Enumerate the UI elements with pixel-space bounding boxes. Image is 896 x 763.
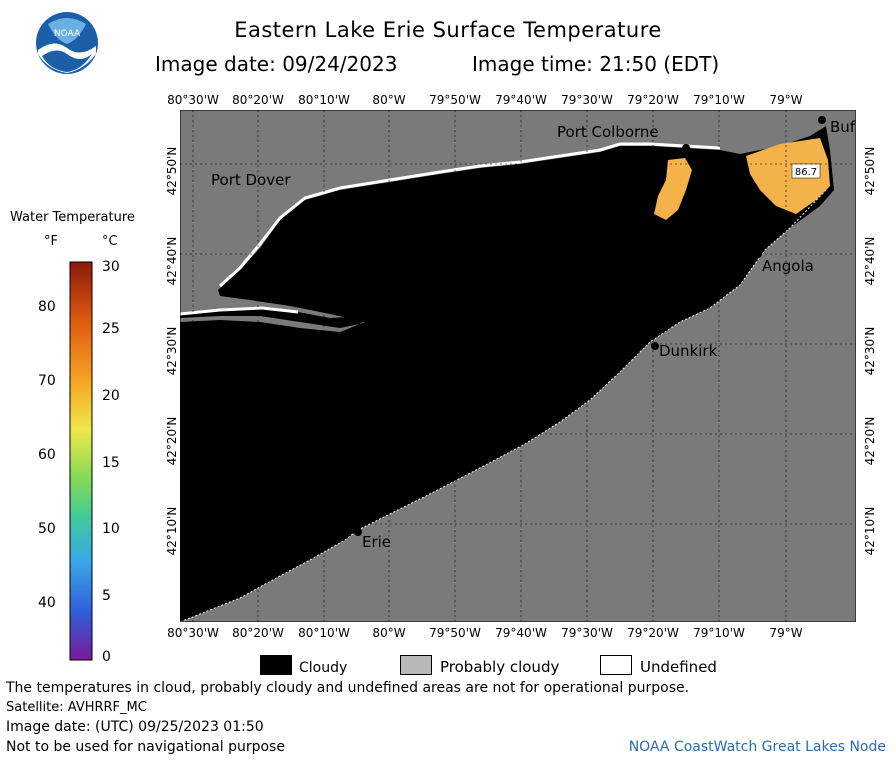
lat-label: 42°10'N bbox=[863, 506, 877, 556]
lat-label: 42°20'N bbox=[863, 416, 877, 466]
image-date: Image date: 09/24/2023 bbox=[155, 52, 398, 76]
colorbar-c-tick: 25 bbox=[102, 321, 120, 337]
warm-water-east bbox=[746, 138, 830, 214]
city-label: Buf bbox=[830, 118, 856, 136]
city-dot-angola bbox=[754, 250, 762, 258]
city-label: Port Dover bbox=[211, 171, 291, 189]
map-title: Eastern Lake Erie Surface Temperature bbox=[234, 18, 662, 42]
undefined-spit bbox=[180, 306, 299, 316]
legend-label: Cloudy bbox=[299, 660, 348, 676]
lon-label: 79°50'W bbox=[429, 93, 481, 107]
colorbar-f-tick: 50 bbox=[38, 521, 56, 537]
lon-label: 79°10'W bbox=[693, 626, 745, 640]
colorbar-c-tick: 15 bbox=[102, 455, 120, 471]
lon-label: 80°20'W bbox=[232, 93, 284, 107]
lon-label: 80°30'W bbox=[167, 626, 219, 640]
graticule bbox=[180, 110, 856, 622]
lon-label: 79°W bbox=[769, 626, 803, 640]
colorbar-f-tick: 40 bbox=[38, 595, 56, 611]
city-label: Port Colborne bbox=[557, 123, 659, 141]
legend-label: Undefined bbox=[640, 658, 717, 676]
colorbar-unit-c: °C bbox=[102, 234, 118, 249]
noaa-logo-icon: NOAA bbox=[36, 12, 98, 74]
legend-swatch-cloudy bbox=[260, 655, 292, 675]
max-marker: 86.7 bbox=[795, 167, 817, 178]
footer-nav-warning: Not to be used for navigational purpose bbox=[6, 739, 285, 755]
lon-label: 79°50'W bbox=[429, 626, 481, 640]
lon-label: 79°40'W bbox=[495, 93, 547, 107]
footer-note: The temperatures in cloud, probably clou… bbox=[6, 680, 690, 696]
lon-label: 80°10'W bbox=[298, 93, 350, 107]
lon-label: 80°W bbox=[372, 93, 406, 107]
image-time: Image time: 21:50 (EDT) bbox=[472, 52, 720, 76]
lat-label: 42°50'N bbox=[165, 146, 179, 196]
colorbar-c-tick: 5 bbox=[102, 588, 111, 604]
colorbar-c-tick: 10 bbox=[102, 521, 120, 537]
colorbar-c-tick: 30 bbox=[102, 259, 120, 275]
colorbar bbox=[69, 261, 93, 661]
lat-label: 42°30'N bbox=[863, 326, 877, 376]
lon-label: 80°30'W bbox=[167, 93, 219, 107]
lon-label: 79°20'W bbox=[627, 93, 679, 107]
legend-label: Probably cloudy bbox=[440, 658, 560, 676]
coastline bbox=[180, 189, 827, 622]
lon-label: 79°10'W bbox=[693, 93, 745, 107]
city-label: Erie bbox=[362, 533, 392, 551]
footer-utc-date: Image date: (UTC) 09/25/2023 01:50 bbox=[6, 719, 264, 735]
lat-label: 42°30'N bbox=[165, 326, 179, 376]
legend-swatch-undefined bbox=[600, 655, 632, 675]
lat-label: 42°50'N bbox=[863, 146, 877, 196]
colorbar-c-tick: 0 bbox=[102, 649, 111, 665]
lake-map: 86.7 bbox=[180, 110, 856, 622]
lon-label: 80°10'W bbox=[298, 626, 350, 640]
lat-label: 42°20'N bbox=[165, 416, 179, 466]
legend-swatch-probably-cloudy bbox=[400, 655, 432, 675]
lon-label: 79°30'W bbox=[561, 626, 613, 640]
city-label: Angola bbox=[762, 257, 814, 275]
lon-label: 80°W bbox=[372, 626, 406, 640]
warm-water-west bbox=[654, 158, 692, 220]
lake-cloud-area bbox=[180, 126, 834, 622]
city-label: Dunkirk bbox=[659, 342, 718, 360]
undefined-shoreline bbox=[218, 142, 721, 288]
lon-label: 79°40'W bbox=[495, 626, 547, 640]
lon-label: 79°20'W bbox=[627, 626, 679, 640]
lat-label: 42°40'N bbox=[863, 236, 877, 286]
logo-text: NOAA bbox=[54, 29, 81, 39]
footer-credit: NOAA CoastWatch Great Lakes Node bbox=[628, 739, 886, 755]
city-dot-dunkirk bbox=[651, 342, 659, 350]
colorbar-f-tick: 70 bbox=[38, 373, 56, 389]
lon-label: 79°W bbox=[769, 93, 803, 107]
colorbar-f-tick: 60 bbox=[38, 447, 56, 463]
city-dot-port-colborne bbox=[682, 144, 690, 152]
lat-label: 42°40'N bbox=[165, 236, 179, 286]
city-dot-erie bbox=[354, 528, 362, 536]
lon-label: 79°30'W bbox=[561, 93, 613, 107]
footer-satellite: Satellite: AVHRRF_MC bbox=[6, 700, 147, 715]
colorbar-c-tick: 20 bbox=[102, 388, 120, 404]
lat-label: 42°10'N bbox=[165, 506, 179, 556]
lon-label: 80°20'W bbox=[232, 626, 284, 640]
colorbar-f-tick: 80 bbox=[38, 299, 56, 315]
city-dot-buffalo bbox=[818, 116, 826, 124]
colorbar-unit-f: °F bbox=[44, 234, 58, 249]
colorbar-title: Water Temperature bbox=[10, 210, 135, 225]
